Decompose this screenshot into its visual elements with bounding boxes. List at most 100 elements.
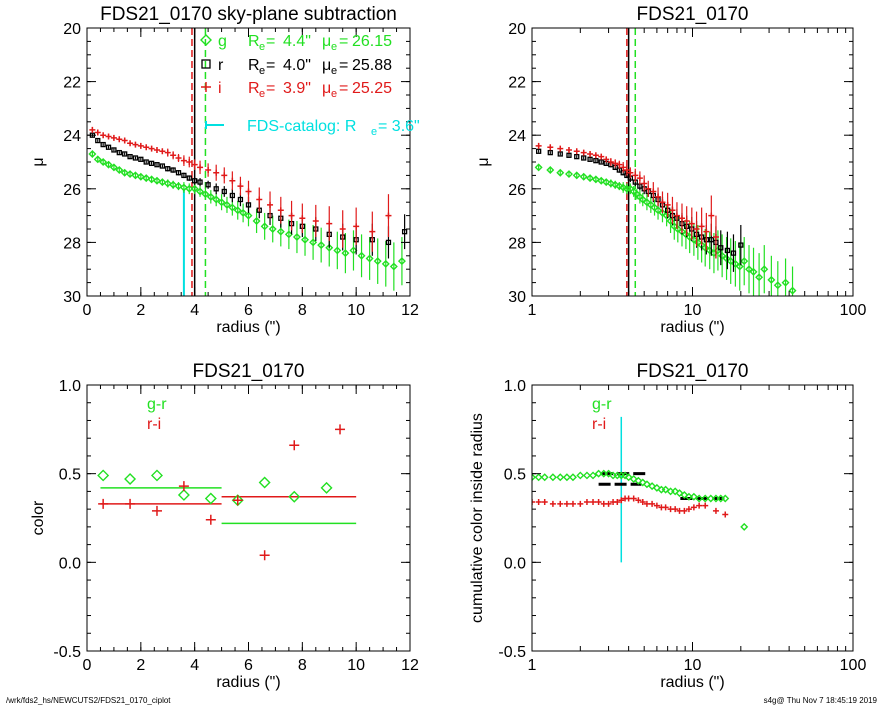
p1-legend-mu-symbol-r: μ	[322, 57, 331, 74]
p1-point-g	[284, 230, 293, 239]
p4-xlabel: radius (")	[660, 674, 724, 691]
p4-point-g-r	[624, 473, 633, 482]
p2-point-i	[632, 172, 639, 179]
p4-point-r-i	[696, 502, 703, 509]
p4-point-r-i	[590, 499, 597, 506]
p1-point-r	[401, 229, 408, 235]
p4-xtick-label: 10	[684, 657, 702, 674]
p2-point-g	[673, 225, 682, 233]
p3-point-r-i	[151, 505, 162, 516]
p2-point-i	[592, 152, 599, 159]
p4-point-r-i	[662, 504, 669, 511]
panels: FDS21_0170 sky-plane subtraction radius (…	[30, 4, 866, 691]
p1-point-i	[339, 226, 346, 232]
p1-legend-re-i: 3.9"	[283, 80, 311, 97]
p1-point-r	[95, 137, 101, 144]
p1-point-i	[213, 169, 220, 176]
p2-point-i	[612, 160, 619, 167]
p3-point-r-i	[259, 550, 270, 561]
p1-ytick-label: 30	[63, 289, 81, 306]
p1-point-g	[169, 180, 178, 189]
p3-point-r-i	[232, 495, 243, 506]
p3-frame	[86, 384, 411, 652]
p2-point-r	[566, 152, 572, 158]
p4-point-r-i	[541, 499, 548, 506]
p1-legend-symbol-r	[201, 59, 211, 69]
p3-xtick-label: 0	[83, 657, 92, 674]
p1-xtick-label: 0	[83, 302, 92, 319]
p2-point-i	[650, 188, 657, 195]
p1-point-r	[192, 178, 198, 184]
p1-point-g	[88, 149, 97, 158]
p2-point-r	[730, 250, 737, 256]
p4-ylabel: cumulative color inside radius	[469, 413, 486, 623]
footer-left-label: /wrk/fds2_hs/NEWCUTS2/FDS21_0170_ciplot	[6, 696, 171, 705]
p1-point-g	[185, 184, 194, 193]
p3-ylabel: color	[30, 500, 47, 535]
p1-point-r	[237, 196, 244, 203]
p4-point-r-i	[690, 504, 697, 511]
p1-point-i	[245, 188, 252, 195]
p2-point-i	[688, 220, 695, 227]
p1-point-g	[239, 208, 248, 217]
p4-point-g-r	[661, 485, 670, 494]
p4-legend-g-r: g-r	[592, 396, 612, 413]
p1-legend-re-sub-g: e	[259, 41, 265, 53]
p2-point-i	[645, 185, 652, 192]
p1-xtick-label: 2	[136, 302, 145, 319]
p1-point-r	[138, 156, 144, 162]
p2-point-g	[767, 275, 776, 284]
p1-point-g	[222, 200, 231, 209]
p1-point-g	[109, 163, 118, 172]
p1-point-g	[325, 243, 334, 252]
p1-point-i	[229, 177, 236, 184]
p1-point-g	[357, 251, 366, 260]
p3-point-r-i	[98, 498, 109, 509]
p1-point-r	[186, 175, 192, 181]
p1-title: FDS21_0170 sky-plane subtraction	[100, 4, 397, 25]
p2-point-g	[564, 170, 573, 179]
p2-point-i	[698, 223, 705, 230]
p2-point-i	[573, 148, 580, 155]
p1-point-g	[373, 257, 382, 266]
p4-point-g-r	[621, 471, 630, 480]
p2-data	[534, 28, 797, 296]
p1-point-i	[89, 126, 96, 133]
p2-point-i	[693, 226, 700, 232]
p1-point-g	[349, 246, 358, 255]
p1-point-i	[132, 141, 139, 148]
p1-legend-re-eq-g: =	[266, 33, 275, 50]
p1-legend-band-r: r	[218, 57, 224, 74]
p1-legend-mue-r: 25.88	[352, 57, 392, 74]
p2-point-g	[701, 243, 710, 252]
p2-point-g	[546, 166, 555, 175]
p2-point-r	[738, 242, 744, 248]
p4-point-g-r	[562, 473, 571, 482]
p1-ytick-label: 24	[63, 128, 81, 145]
p4-point-g-r	[648, 482, 657, 491]
p1-ytick-label: 28	[63, 235, 81, 252]
p2-point-r	[581, 155, 587, 161]
p1-legend-mu-sub-g: e	[331, 41, 337, 53]
p1-point-g	[152, 176, 161, 185]
p1-point-r	[221, 188, 227, 195]
p4-point-g-r	[540, 473, 549, 482]
p1-point-g	[268, 225, 277, 233]
p4-point-r-i	[563, 500, 570, 507]
p1-point-r	[122, 151, 128, 157]
p1-point-i	[148, 145, 155, 152]
p1-xlabel: radius (")	[216, 319, 280, 336]
p2-point-i	[587, 150, 594, 157]
p1-point-g	[233, 206, 242, 215]
p2-point-r	[718, 245, 724, 251]
p1-point-g	[292, 233, 301, 242]
p2-point-i	[565, 146, 572, 153]
footer-right-label: s4g@ Thu Nov 7 18:45:19 2019	[764, 696, 878, 705]
p1-legend-band-g: g	[218, 33, 227, 50]
p4-point-g-r	[671, 487, 680, 496]
p2-point-g	[556, 168, 565, 177]
p2-ytick-label: 20	[508, 21, 526, 38]
p1-point-g	[317, 241, 326, 250]
p2-point-i	[708, 212, 715, 219]
